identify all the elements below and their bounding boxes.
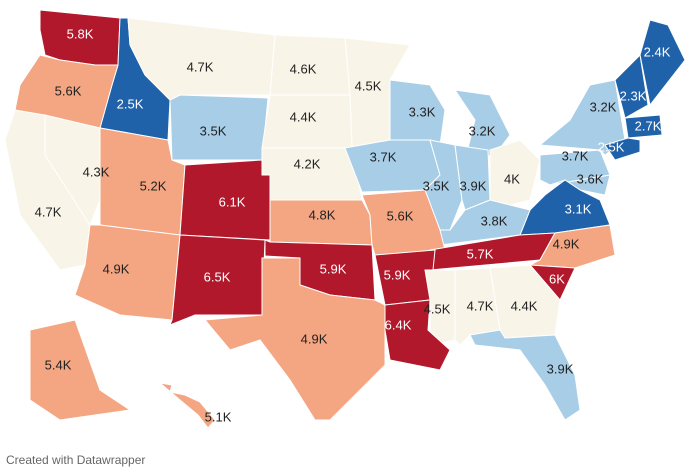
- region-label: 2.4K: [644, 44, 671, 59]
- region-label: 5.2K: [140, 178, 167, 193]
- region-label: 4.7K: [187, 59, 214, 74]
- region-label: 4.3K: [83, 164, 110, 179]
- region: [158, 382, 216, 429]
- region-label: 3.2K: [469, 123, 496, 138]
- region: [384, 299, 451, 371]
- region-label: 4.7K: [467, 298, 494, 313]
- region-label: 4K: [504, 171, 520, 186]
- region-label: 4.4K: [290, 109, 317, 124]
- region-label: 5.4K: [45, 357, 72, 372]
- region-label: 3.7K: [562, 148, 589, 163]
- region-label: 4.5K: [355, 78, 382, 93]
- region-label: 3.9K: [547, 361, 574, 376]
- region: [439, 199, 531, 246]
- region-label: 4.9K: [103, 261, 130, 276]
- region-label: 5.1K: [205, 409, 232, 424]
- region-label: 2.5K: [598, 139, 625, 154]
- region-label: 2.3K: [620, 88, 647, 103]
- region-label: 5.8K: [67, 26, 94, 41]
- region-label: 6.4K: [385, 317, 412, 332]
- region: [29, 319, 132, 421]
- region: [424, 269, 456, 346]
- region: [624, 114, 663, 139]
- region-label: 3.5K: [200, 123, 227, 138]
- region-label: 4.5K: [424, 301, 451, 316]
- region-label: 5.7K: [467, 246, 494, 261]
- region-label: 5.9K: [320, 261, 347, 276]
- region-label: 3.3K: [409, 104, 436, 119]
- credit: Created with Datawrapper: [6, 453, 145, 467]
- region-label: 4.2K: [294, 156, 321, 171]
- region: [204, 257, 386, 421]
- region-label: 3.7K: [370, 149, 397, 164]
- region-label: 4.9K: [553, 236, 580, 251]
- region-label: 4.8K: [309, 207, 336, 222]
- region-label: 3.2K: [590, 99, 617, 114]
- region-label: 5.6K: [55, 83, 82, 98]
- region-label: 5.6K: [387, 208, 414, 223]
- region-label: 3.5K: [423, 178, 450, 193]
- region: [604, 137, 641, 161]
- region-label: 3.8K: [481, 213, 508, 228]
- region-label: 6.1K: [219, 194, 246, 209]
- region: [639, 19, 686, 107]
- region-label: 3.9K: [460, 178, 487, 193]
- region-label: 4.9K: [301, 331, 328, 346]
- region-label: 4.4K: [511, 298, 538, 313]
- region-label: 6.5K: [204, 269, 231, 284]
- region-label: 6K: [549, 271, 565, 286]
- region: [14, 54, 119, 129]
- region-label: 5.9K: [384, 267, 411, 282]
- region-label: 4.6K: [290, 61, 317, 76]
- region-label: 2.5K: [117, 96, 144, 111]
- region-label: 4.7K: [35, 204, 62, 219]
- region-label: 2.7K: [635, 118, 662, 133]
- region: [169, 94, 269, 161]
- region: [614, 53, 649, 119]
- region-label: 3.6K: [577, 171, 604, 186]
- region: [469, 329, 581, 421]
- region-label: 3.1K: [565, 201, 592, 216]
